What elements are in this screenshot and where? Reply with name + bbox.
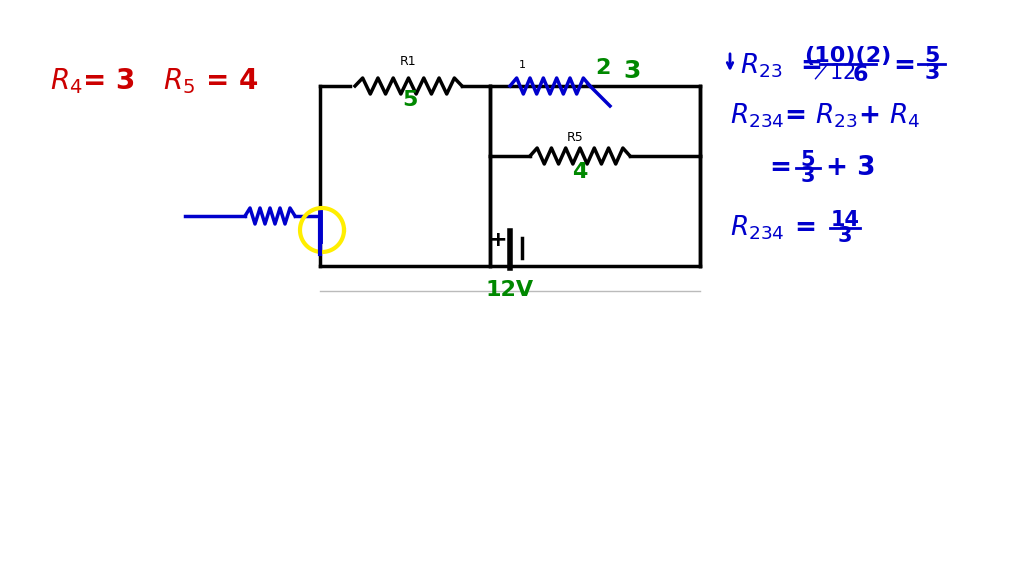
- Text: 3: 3: [838, 226, 852, 246]
- Text: 5: 5: [402, 90, 418, 110]
- Text: 3: 3: [801, 166, 815, 186]
- Text: 3: 3: [623, 59, 640, 83]
- Text: $\not{12}$: $\not{12}$: [814, 62, 856, 84]
- Text: 2: 2: [595, 58, 610, 78]
- Text: =: =: [770, 155, 801, 181]
- Text: =: =: [800, 53, 822, 79]
- Text: 5: 5: [801, 150, 815, 170]
- Text: +: +: [488, 230, 507, 250]
- Text: 3: 3: [925, 63, 940, 83]
- Text: 1: 1: [518, 60, 525, 70]
- Text: (10)(2): (10)(2): [805, 46, 892, 66]
- Text: 14: 14: [830, 210, 859, 230]
- Text: $R_4$= 3   $R_5$ = 4: $R_4$= 3 $R_5$ = 4: [50, 66, 259, 96]
- Text: 4: 4: [572, 162, 588, 182]
- Text: 5: 5: [925, 46, 940, 66]
- Text: $R_{234}$= $R_{23}$+ $R_4$: $R_{234}$= $R_{23}$+ $R_4$: [730, 102, 921, 130]
- Text: =: =: [795, 215, 826, 241]
- Text: R5: R5: [566, 131, 584, 144]
- Text: R1: R1: [399, 55, 417, 68]
- Text: $R_{23}$: $R_{23}$: [740, 52, 782, 80]
- Text: $R_{234}$: $R_{234}$: [730, 214, 784, 242]
- Text: 12V: 12V: [486, 280, 535, 300]
- Text: + 3: + 3: [826, 155, 876, 181]
- Text: 6: 6: [852, 65, 867, 85]
- Text: =: =: [893, 53, 915, 79]
